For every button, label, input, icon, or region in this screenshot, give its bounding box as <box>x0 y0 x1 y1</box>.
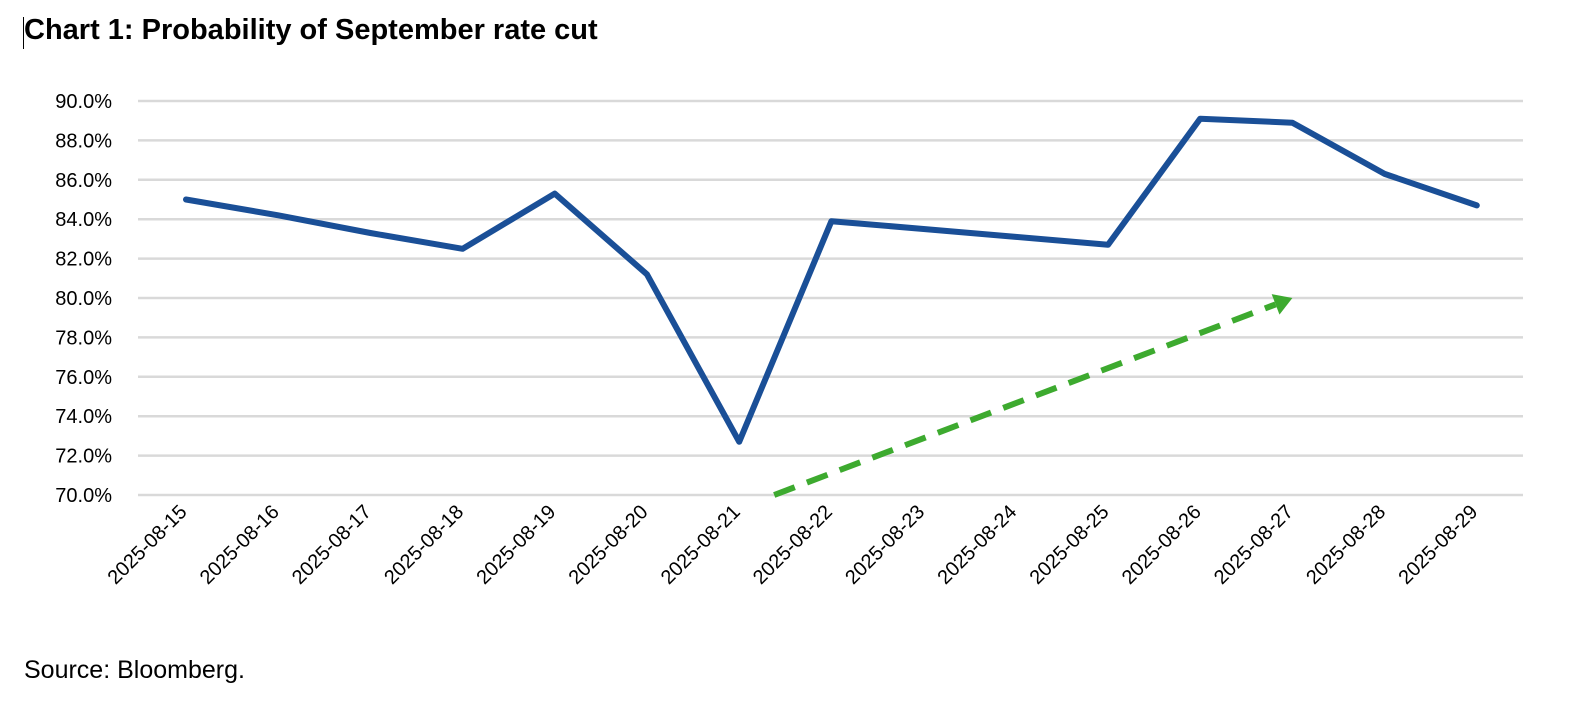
data-point <box>369 232 371 234</box>
y-tick-label: 70.0% <box>55 485 112 507</box>
text-cursor <box>23 17 24 49</box>
x-tick-label: 2025-08-26 <box>1118 501 1206 589</box>
gridlines <box>138 99 1523 497</box>
x-tick-label: 2025-08-27 <box>1210 501 1298 589</box>
series-line <box>183 115 1480 445</box>
data-point <box>1291 122 1293 124</box>
annotation-layer <box>773 294 1293 498</box>
x-tick-label: 2025-08-24 <box>933 501 1021 589</box>
data-point <box>554 193 556 195</box>
x-tick-label: 2025-08-15 <box>104 501 192 589</box>
data-point <box>1015 236 1017 238</box>
x-tick-label: 2025-08-19 <box>472 501 560 589</box>
x-tick-label: 2025-08-25 <box>1026 501 1114 589</box>
series-layer <box>183 115 1480 445</box>
y-tick-label: 86.0% <box>55 170 112 192</box>
y-tick-label: 76.0% <box>55 367 112 389</box>
trend-arrow-line <box>773 301 1277 498</box>
y-tick-label: 90.0% <box>55 91 112 113</box>
data-point <box>646 273 648 275</box>
data-point <box>1476 204 1478 206</box>
y-axis-ticks: 70.0% 72.0% 74.0% 76.0% 78.0% 80.0% 82.0% 84.0%… <box>55 91 112 507</box>
x-tick-label: 2025-08-16 <box>196 501 284 589</box>
source-note: Source: Bloomberg. <box>24 656 245 684</box>
x-tick-label: 2025-08-28 <box>1302 501 1390 589</box>
y-tick-label: 82.0% <box>55 249 112 271</box>
data-point <box>830 220 832 222</box>
x-tick-label: 2025-08-18 <box>380 501 468 589</box>
y-tick-label: 72.0% <box>55 446 112 468</box>
x-tick-label: 2025-08-21 <box>657 501 745 589</box>
y-tick-label: 74.0% <box>55 406 112 428</box>
y-tick-label: 88.0% <box>55 130 112 152</box>
x-tick-label: 2025-08-29 <box>1394 501 1482 589</box>
trend-arrow-head <box>1271 294 1293 315</box>
y-tick-label: 84.0% <box>55 209 112 231</box>
x-axis-ticks: 2025-08-15 2025-08-16 2025-08-17 2025-08-18… <box>104 501 1483 589</box>
y-tick-label: 78.0% <box>55 327 112 349</box>
data-point <box>1107 244 1109 246</box>
x-tick-label: 2025-08-22 <box>749 501 837 589</box>
data-point <box>462 248 464 250</box>
x-tick-label: 2025-08-17 <box>288 501 376 589</box>
chart-title: Chart 1: Probability of September rate c… <box>24 14 598 46</box>
x-tick-label: 2025-08-23 <box>841 501 929 589</box>
data-point <box>1199 118 1201 120</box>
x-tick-label: 2025-08-20 <box>565 501 653 589</box>
line-chart: 70.0% 72.0% 74.0% 76.0% 78.0% 80.0% 82.0% 84.0%… <box>55 91 1523 589</box>
data-point <box>738 441 740 443</box>
y-tick-label: 80.0% <box>55 288 112 310</box>
data-point <box>923 228 925 230</box>
data-point <box>277 214 279 216</box>
data-point <box>185 199 187 200</box>
data-point <box>1384 173 1386 175</box>
